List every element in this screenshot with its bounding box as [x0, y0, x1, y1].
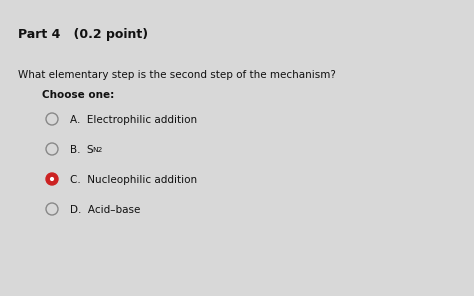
Circle shape: [46, 143, 58, 155]
Text: What elementary step is the second step of the mechanism?: What elementary step is the second step …: [18, 70, 336, 80]
Text: A.  Electrophilic addition: A. Electrophilic addition: [70, 115, 197, 125]
Text: Part 4   (0.2 point): Part 4 (0.2 point): [18, 28, 148, 41]
Text: N2: N2: [92, 147, 102, 153]
Circle shape: [46, 113, 58, 125]
Circle shape: [50, 177, 54, 181]
Circle shape: [46, 203, 58, 215]
Text: D.  Acid–base: D. Acid–base: [70, 205, 140, 215]
Text: Choose one:: Choose one:: [42, 90, 114, 100]
Circle shape: [46, 173, 58, 185]
Text: B.  S: B. S: [70, 145, 94, 155]
Text: C.  Nucleophilic addition: C. Nucleophilic addition: [70, 175, 197, 185]
